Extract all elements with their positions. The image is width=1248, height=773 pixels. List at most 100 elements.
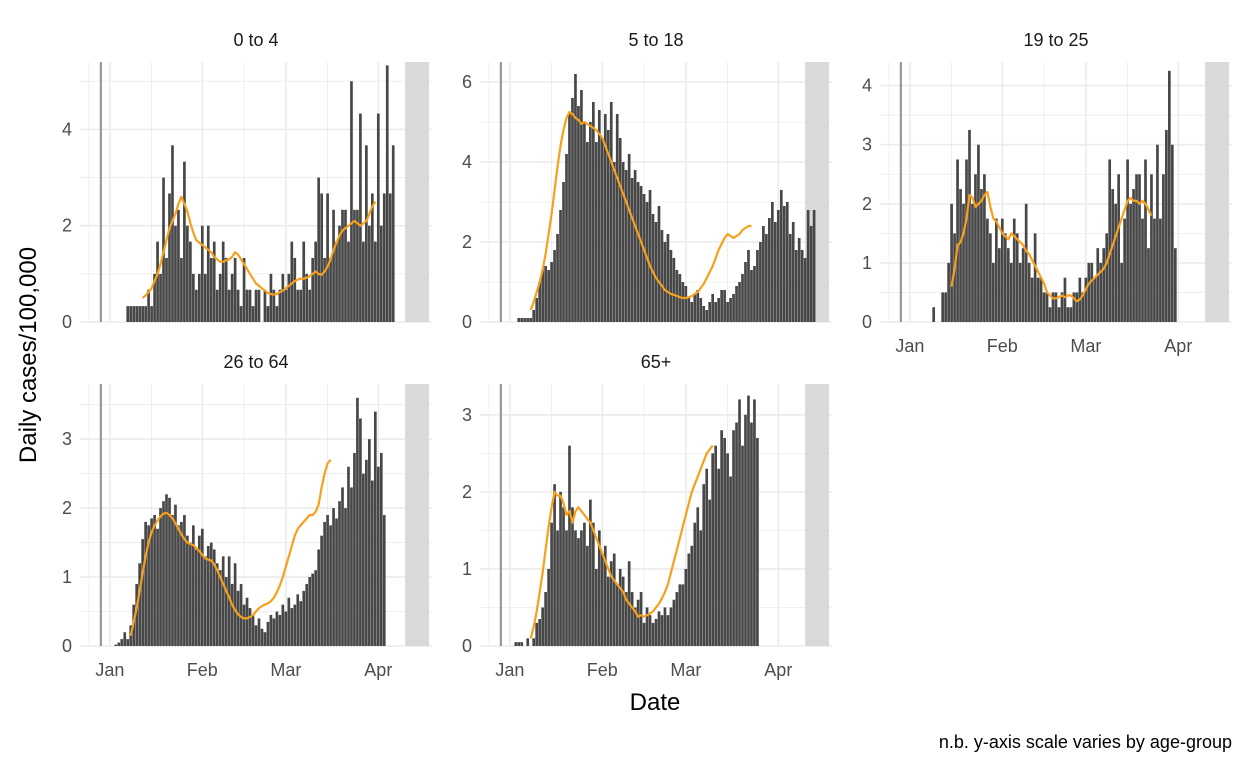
bar [290, 608, 294, 646]
bar [1084, 277, 1088, 322]
bar [245, 597, 249, 646]
bar [153, 273, 156, 322]
bar [382, 515, 386, 646]
bar [574, 74, 577, 322]
x-tick-label: Feb [187, 660, 218, 680]
y-tick-label: 2 [462, 232, 472, 252]
bar [750, 270, 753, 322]
y-tick-label: 2 [62, 216, 72, 236]
bar [254, 625, 258, 646]
x-tick-label: Feb [587, 660, 618, 680]
bar [177, 209, 180, 322]
bar [803, 258, 807, 322]
bar [956, 159, 959, 322]
bar [230, 273, 234, 322]
bar [702, 306, 706, 322]
bar [141, 306, 144, 322]
bar [1054, 292, 1058, 322]
bar [224, 577, 228, 646]
bar [248, 608, 252, 646]
bar [592, 102, 595, 322]
bar [980, 189, 983, 322]
bar [296, 594, 300, 646]
bar [571, 98, 574, 322]
bar [532, 310, 536, 322]
bar [254, 289, 258, 322]
bar [299, 601, 303, 646]
bar [592, 522, 595, 646]
bar [183, 161, 186, 322]
bar [753, 399, 756, 646]
bar [224, 257, 228, 322]
bar [812, 210, 816, 322]
bar [177, 525, 180, 646]
bar [347, 241, 350, 322]
bar [636, 599, 640, 646]
bar [747, 250, 750, 322]
bar [744, 262, 747, 322]
bar [690, 302, 694, 322]
bar [272, 618, 276, 646]
bar [947, 262, 950, 322]
bar [609, 561, 613, 646]
y-tick-label: 2 [462, 482, 472, 502]
bar [735, 286, 738, 322]
bar [1150, 174, 1153, 322]
bar [809, 226, 813, 322]
bar [144, 521, 147, 646]
bar [720, 290, 723, 322]
shaded-incomplete-period [1205, 62, 1230, 322]
bar [776, 210, 780, 322]
bar [681, 282, 685, 322]
bar [1060, 292, 1064, 322]
bar [756, 437, 759, 646]
x-tick-label: Jan [495, 660, 524, 680]
bar [666, 615, 670, 646]
bar [711, 294, 715, 322]
bar [547, 270, 550, 322]
bar [1057, 307, 1061, 322]
bar [1051, 292, 1055, 322]
bar [1006, 248, 1010, 322]
bar [729, 298, 732, 322]
bar [541, 270, 544, 322]
bar [702, 484, 706, 646]
bar [538, 619, 542, 646]
bar [556, 530, 559, 646]
y-axis-label: Daily cases/100,000 [15, 247, 42, 463]
bar [672, 258, 676, 322]
bar [684, 286, 688, 322]
bar [376, 466, 380, 646]
bar [379, 225, 383, 322]
bar [215, 289, 219, 322]
bar [1126, 159, 1129, 322]
bar [147, 289, 150, 322]
y-tick-label: 3 [462, 405, 472, 425]
bar [744, 414, 747, 646]
bar [317, 549, 320, 646]
bar [153, 515, 156, 646]
bar [705, 468, 709, 646]
bar [603, 545, 607, 646]
bar [532, 638, 536, 646]
bar [711, 453, 715, 646]
bar [1093, 277, 1097, 322]
bar [180, 521, 183, 646]
bar [660, 230, 664, 322]
bar [756, 250, 759, 322]
y-tick-label: 0 [462, 312, 472, 332]
bar [385, 65, 389, 323]
bar [583, 522, 586, 646]
bar [953, 233, 956, 322]
bar [759, 242, 762, 322]
bar [762, 226, 765, 322]
panel-2: 0 2 4 6 5 to 18 [462, 30, 832, 332]
bar [126, 639, 130, 646]
bar [260, 628, 264, 646]
rolling-average-line [141, 195, 377, 299]
bar [376, 113, 380, 322]
bar [627, 154, 631, 322]
bar [218, 570, 222, 646]
bar [138, 306, 142, 322]
bar [323, 521, 326, 646]
